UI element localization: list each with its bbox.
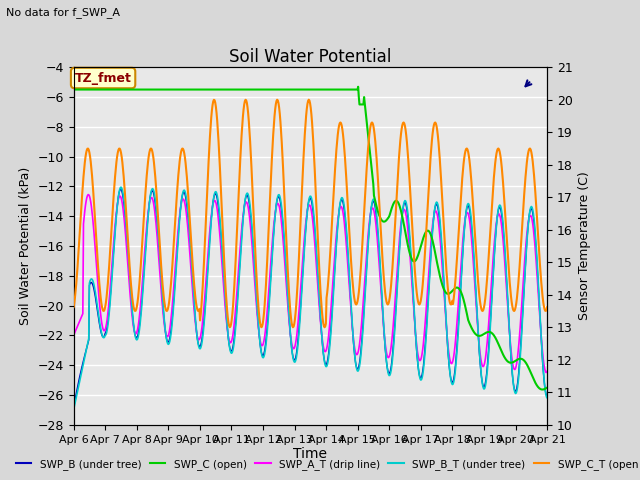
Y-axis label: Sensor Temperature (C): Sensor Temperature (C) (579, 172, 591, 320)
Text: No data for f_SWP_A: No data for f_SWP_A (6, 7, 120, 18)
Title: Soil Water Potential: Soil Water Potential (229, 48, 392, 66)
Y-axis label: Soil Water Potential (kPa): Soil Water Potential (kPa) (19, 167, 32, 325)
X-axis label: Time: Time (293, 447, 328, 461)
Text: TZ_fmet: TZ_fmet (75, 72, 132, 84)
Legend: SWP_B (under tree), SWP_C (open), SWP_A_T (drip line), SWP_B_T (under tree), SWP: SWP_B (under tree), SWP_C (open), SWP_A_… (12, 455, 640, 474)
